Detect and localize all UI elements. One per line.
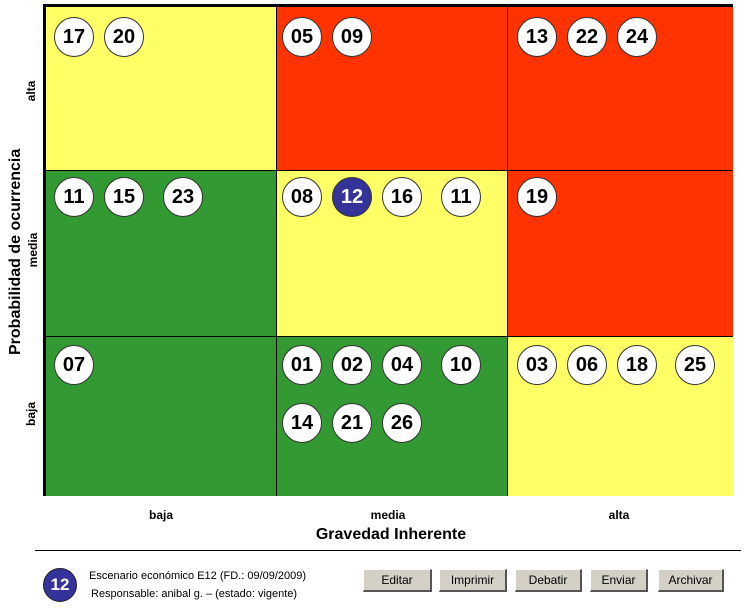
risk-ball-selected[interactable]: 12 xyxy=(332,177,372,217)
cell-alta-baja: 17 20 xyxy=(46,7,276,170)
edit-button[interactable]: Editar xyxy=(363,569,432,592)
risk-ball[interactable]: 07 xyxy=(54,345,94,385)
cell-alta-alta: 13 22 24 xyxy=(507,7,733,170)
risk-ball[interactable]: 08 xyxy=(282,177,322,217)
print-button[interactable]: Imprimir xyxy=(439,569,507,592)
cell-media-media: 08 12 16 11 xyxy=(276,170,507,336)
y-label-alta: alta xyxy=(24,80,38,102)
cell-baja-alta: 03 06 18 25 xyxy=(507,336,733,496)
risk-ball[interactable]: 23 xyxy=(163,177,203,217)
risk-ball[interactable]: 25 xyxy=(675,345,715,385)
risk-ball[interactable]: 26 xyxy=(382,403,422,443)
risk-ball[interactable]: 02 xyxy=(332,345,372,385)
x-label-baja: baja xyxy=(148,508,173,522)
cell-media-baja: 11 15 23 xyxy=(46,170,276,336)
y-label-baja: baja xyxy=(24,402,38,427)
risk-matrix: 17 20 05 09 13 22 24 11 15 23 08 12 16 1… xyxy=(43,4,733,496)
cell-baja-media: 01 02 04 10 14 21 26 xyxy=(276,336,507,496)
risk-ball[interactable]: 24 xyxy=(617,17,657,57)
send-button[interactable]: Enviar xyxy=(590,569,648,592)
risk-ball[interactable]: 01 xyxy=(282,345,322,385)
x-label-alta: alta xyxy=(608,508,630,522)
risk-ball[interactable]: 04 xyxy=(382,345,422,385)
divider xyxy=(35,550,741,551)
risk-ball[interactable]: 05 xyxy=(282,17,322,57)
risk-ball[interactable]: 11 xyxy=(441,177,481,217)
risk-ball[interactable]: 03 xyxy=(517,345,557,385)
risk-ball[interactable]: 10 xyxy=(441,345,481,385)
risk-responsible: Responsable: anibal g. – (estado: vigent… xyxy=(91,588,298,600)
debate-button[interactable]: Debatir xyxy=(515,569,582,592)
risk-ball[interactable]: 09 xyxy=(332,17,372,57)
x-axis-title: Gravedad Inherente xyxy=(315,526,467,543)
risk-ball[interactable]: 17 xyxy=(54,17,94,57)
risk-ball[interactable]: 16 xyxy=(382,177,422,217)
cell-alta-media: 05 09 xyxy=(276,7,507,170)
archive-button[interactable]: Archivar xyxy=(658,569,724,592)
risk-ball[interactable]: 15 xyxy=(104,177,144,217)
x-label-media: media xyxy=(370,508,406,522)
risk-description: Escenario económico E12 (FD.: 09/09/2009… xyxy=(89,570,307,582)
y-label-media: media xyxy=(26,232,40,268)
risk-ball[interactable]: 13 xyxy=(517,17,557,57)
risk-ball[interactable]: 18 xyxy=(617,345,657,385)
risk-ball[interactable]: 11 xyxy=(54,177,94,217)
risk-ball[interactable]: 19 xyxy=(517,177,557,217)
cell-media-alta: 19 xyxy=(507,170,733,336)
cell-baja-baja: 07 xyxy=(46,336,276,496)
risk-ball[interactable]: 22 xyxy=(567,17,607,57)
risk-ball[interactable]: 20 xyxy=(104,17,144,57)
y-axis-title: Probabilidad de ocurrencia xyxy=(7,148,24,355)
selected-risk-badge: 12 xyxy=(43,568,77,602)
risk-ball[interactable]: 06 xyxy=(567,345,607,385)
risk-ball[interactable]: 14 xyxy=(282,403,322,443)
risk-ball[interactable]: 21 xyxy=(332,403,372,443)
